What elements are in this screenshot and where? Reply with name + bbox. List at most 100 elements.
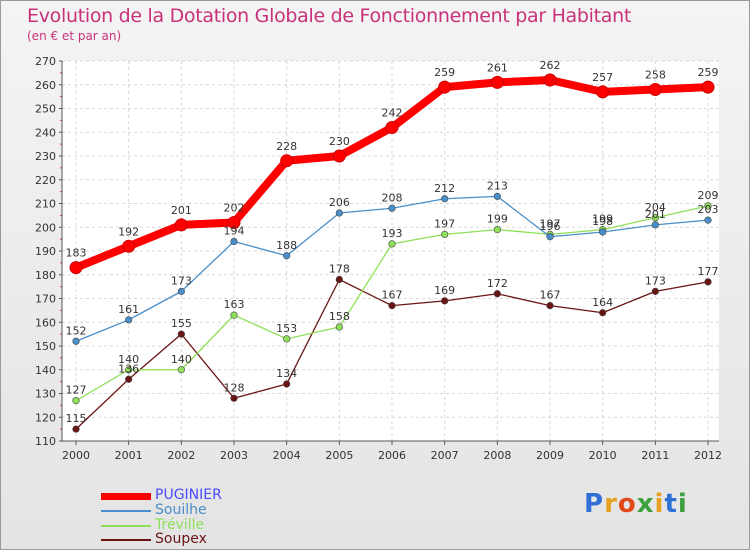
logo-letter: t bbox=[664, 489, 678, 519]
data-point-puginier bbox=[69, 261, 83, 275]
data-label-puginier: 259 bbox=[698, 66, 719, 79]
data-point-puginier bbox=[174, 218, 188, 232]
x-tick-label: 2005 bbox=[325, 449, 353, 462]
y-tick-label: 140 bbox=[35, 364, 56, 377]
data-point-soupex bbox=[599, 309, 607, 317]
data-label-treville: 199 bbox=[592, 213, 613, 226]
data-label-soupex: 128 bbox=[224, 381, 245, 394]
y-tick-label: 190 bbox=[35, 245, 56, 258]
y-tick-label: 210 bbox=[35, 198, 56, 211]
data-point-puginier bbox=[227, 216, 241, 229]
data-point-soupex bbox=[493, 290, 501, 298]
data-label-souilhe: 198 bbox=[592, 215, 613, 228]
x-tick-label: 2008 bbox=[483, 449, 511, 462]
data-point-treville bbox=[177, 366, 185, 374]
data-label-souilhe: 203 bbox=[698, 203, 719, 216]
data-point-puginier bbox=[490, 75, 504, 89]
logo-letter: i bbox=[654, 489, 665, 519]
data-point-treville bbox=[388, 240, 396, 248]
y-tick-label: 120 bbox=[35, 411, 56, 424]
y-tick-label: 200 bbox=[35, 221, 56, 234]
data-point-soupex bbox=[651, 287, 659, 295]
y-tick-label: 150 bbox=[35, 340, 56, 353]
data-label-puginier: 262 bbox=[540, 59, 561, 72]
data-point-souilhe bbox=[388, 204, 396, 212]
data-point-souilhe bbox=[125, 316, 133, 324]
data-label-puginier: 228 bbox=[276, 140, 297, 153]
data-point-treville bbox=[441, 230, 449, 238]
data-point-treville bbox=[283, 335, 291, 343]
data-point-puginier bbox=[438, 80, 452, 94]
data-point-soupex bbox=[546, 302, 554, 310]
data-label-souilhe: 196 bbox=[540, 220, 561, 233]
data-label-puginier: 230 bbox=[329, 135, 350, 148]
label-layer: 183 192 201 202 228 230 242 259 261 262 257 258 259 1… bbox=[66, 59, 719, 425]
y-tick-label: 110 bbox=[35, 435, 56, 448]
proxiti-logo: Proxiti bbox=[584, 489, 688, 519]
data-label-puginier: 242 bbox=[382, 107, 403, 120]
y-tick-label: 260 bbox=[35, 79, 56, 92]
data-label-treville: 209 bbox=[698, 189, 719, 202]
data-label-souilhe: 206 bbox=[329, 196, 350, 209]
data-label-puginier: 192 bbox=[118, 225, 139, 238]
data-point-soupex bbox=[441, 297, 449, 305]
data-point-treville bbox=[72, 397, 80, 405]
data-point-soupex bbox=[283, 380, 291, 388]
data-point-treville bbox=[651, 214, 659, 222]
legend-swatch-soupex bbox=[101, 539, 151, 541]
data-label-soupex: 172 bbox=[487, 277, 508, 290]
legend-swatch-puginier bbox=[101, 493, 151, 500]
data-label-soupex: 173 bbox=[645, 274, 666, 287]
data-point-puginier bbox=[596, 85, 610, 99]
logo-letter: x bbox=[636, 489, 655, 519]
data-point-puginier bbox=[332, 149, 346, 163]
x-tick-label: 2011 bbox=[641, 449, 669, 462]
data-point-souilhe bbox=[72, 337, 80, 345]
data-point-puginier bbox=[543, 73, 557, 87]
data-label-soupex: 155 bbox=[171, 317, 192, 330]
y-tick-label: 250 bbox=[35, 103, 56, 116]
data-point-souilhe bbox=[177, 287, 185, 295]
logo-letter: r bbox=[604, 489, 618, 519]
data-point-treville bbox=[335, 323, 343, 331]
data-point-souilhe bbox=[283, 252, 291, 260]
series-layer bbox=[69, 73, 715, 433]
chart-subtitle: (en € et par an) bbox=[27, 29, 122, 43]
data-label-soupex: 167 bbox=[540, 289, 561, 302]
x-tick-label: 2010 bbox=[589, 449, 617, 462]
logo-letter: P bbox=[584, 489, 605, 519]
data-label-treville: 204 bbox=[645, 201, 666, 214]
legend-swatch-souilhe bbox=[101, 510, 151, 512]
data-point-soupex bbox=[177, 330, 185, 338]
legend-label-puginier: PUGINIER bbox=[155, 487, 222, 503]
data-label-puginier: 201 bbox=[171, 204, 192, 217]
data-point-treville bbox=[704, 202, 712, 210]
y-tick-label: 270 bbox=[35, 55, 56, 68]
data-point-souilhe bbox=[230, 237, 238, 246]
y-tick-label: 180 bbox=[35, 269, 56, 282]
logo-letter: o bbox=[617, 489, 637, 519]
data-point-treville bbox=[125, 366, 133, 374]
data-label-souilhe: 173 bbox=[171, 274, 192, 287]
data-label-souilhe: 212 bbox=[434, 182, 455, 195]
data-label-treville: 197 bbox=[434, 217, 455, 230]
data-label-souilhe: 188 bbox=[276, 239, 297, 252]
data-label-puginier: 183 bbox=[66, 247, 87, 260]
data-label-treville: 163 bbox=[224, 298, 245, 311]
legend-label-souilhe: Souilhe bbox=[155, 502, 207, 518]
data-point-puginier bbox=[122, 239, 136, 253]
data-point-puginier bbox=[648, 83, 662, 96]
data-label-puginier: 261 bbox=[487, 61, 508, 74]
data-point-souilhe bbox=[651, 221, 659, 229]
data-label-treville: 193 bbox=[382, 227, 403, 240]
data-label-treville: 158 bbox=[329, 310, 350, 323]
data-label-treville: 140 bbox=[171, 353, 192, 366]
data-point-soupex bbox=[335, 275, 343, 284]
axis-layer: 110 120 130 140 150 160 170 180 190 200 210 220 230 2… bbox=[35, 55, 722, 462]
data-point-soupex bbox=[72, 425, 80, 433]
y-tick-label: 160 bbox=[35, 316, 56, 329]
data-label-soupex: 134 bbox=[276, 367, 297, 380]
data-label-souilhe: 208 bbox=[382, 191, 403, 204]
data-point-souilhe bbox=[704, 216, 712, 224]
